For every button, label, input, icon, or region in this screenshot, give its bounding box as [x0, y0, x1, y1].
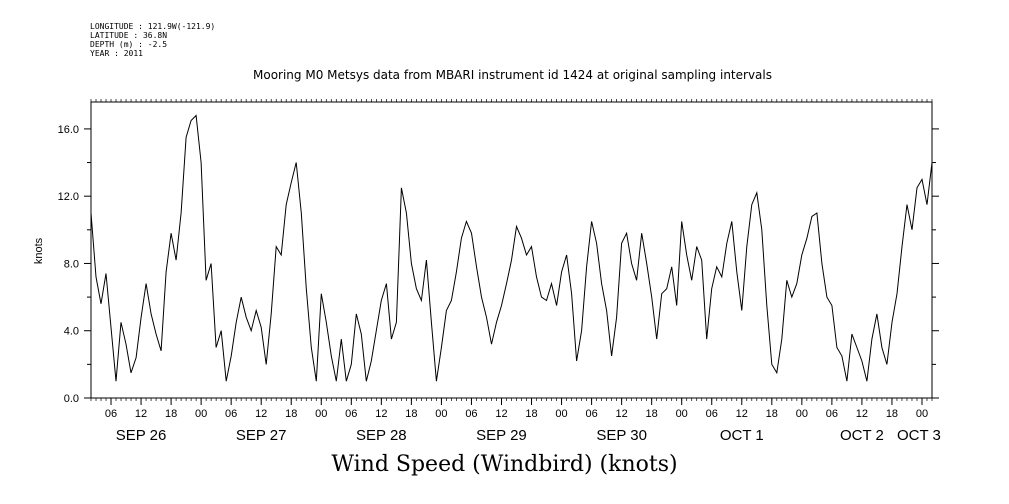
series-line-wind-speed [90, 114, 933, 382]
x-tick-label-hour: 18 [886, 408, 898, 420]
x-tick-label-hour: 18 [285, 408, 297, 420]
metadata-depth: DEPTH (m) : -2.5 [90, 40, 168, 49]
x-tick-label-hour: 06 [465, 408, 477, 420]
x-day-label: SEP 30 [596, 427, 647, 444]
x-tick-label-hour: 12 [495, 408, 507, 420]
x-tick-label-hour: 00 [315, 408, 327, 420]
metadata-latitude: LATITUDE : 36.8N [90, 31, 168, 40]
x-tick-label-hour: 12 [135, 408, 147, 420]
x-tick-label-hour: 18 [165, 408, 177, 420]
x-tick-label-hour: 06 [225, 408, 237, 420]
x-day-label: SEP 27 [236, 427, 287, 444]
y-tick-label: 4.0 [64, 326, 79, 338]
x-tick-label-hour: 12 [255, 408, 267, 420]
x-day-label: SEP 26 [116, 427, 167, 444]
x-tick-label-hour: 18 [766, 408, 778, 420]
x-day-label: SEP 28 [356, 427, 407, 444]
x-tick-label-hour: 12 [736, 408, 748, 420]
x-tick-label-hour: 00 [796, 408, 808, 420]
x-tick-label-hour: 06 [585, 408, 597, 420]
plot-frame [90, 101, 933, 399]
metadata-longitude: LONGITUDE : 121.9W(-121.9) [90, 22, 216, 31]
x-tick-label-hour: 18 [525, 408, 537, 420]
x-tick-label-hour: 00 [435, 408, 447, 420]
x-tick-label-hour: 00 [916, 408, 928, 420]
x-tick-label-hour: 06 [105, 408, 117, 420]
metadata-block: LONGITUDE : 121.9W(-121.9) LATITUDE : 36… [90, 22, 215, 58]
y-axis-label: knots [33, 237, 45, 264]
x-day-label: OCT 3 [897, 427, 941, 444]
x-tick-label-hour: 00 [555, 408, 567, 420]
y-tick-label: 8.0 [64, 258, 79, 270]
x-day-label: SEP 29 [476, 427, 527, 444]
x-tick-label-hour: 00 [195, 408, 207, 420]
x-tick-label-hour: 12 [856, 408, 868, 420]
x-tick-label-hour: 12 [616, 408, 628, 420]
metadata-year: YEAR : 2011 [90, 49, 143, 58]
x-day-label: OCT 2 [840, 427, 884, 444]
chart-title-row: Mooring M0 Metsys data from MBARI instru… [0, 68, 1009, 82]
x-tick-label-hour: 18 [405, 408, 417, 420]
x-day-label: OCT 1 [720, 427, 764, 444]
y-tick-label: 16.0 [58, 124, 79, 136]
x-tick-label-hour: 12 [375, 408, 387, 420]
x-tick-label-hour: 06 [345, 408, 357, 420]
x-tick-label-hour: 18 [646, 408, 658, 420]
y-tick-label: 12.0 [58, 191, 79, 203]
x-axis-title: Wind Speed (Windbird) (knots) [331, 452, 678, 477]
x-tick-label-hour: 00 [676, 408, 688, 420]
y-tick-label: 0.0 [64, 393, 79, 405]
chart-title: Mooring M0 Metsys data from MBARI instru… [253, 68, 772, 82]
x-tick-label-hour: 06 [706, 408, 718, 420]
x-tick-label-hour: 06 [826, 408, 838, 420]
